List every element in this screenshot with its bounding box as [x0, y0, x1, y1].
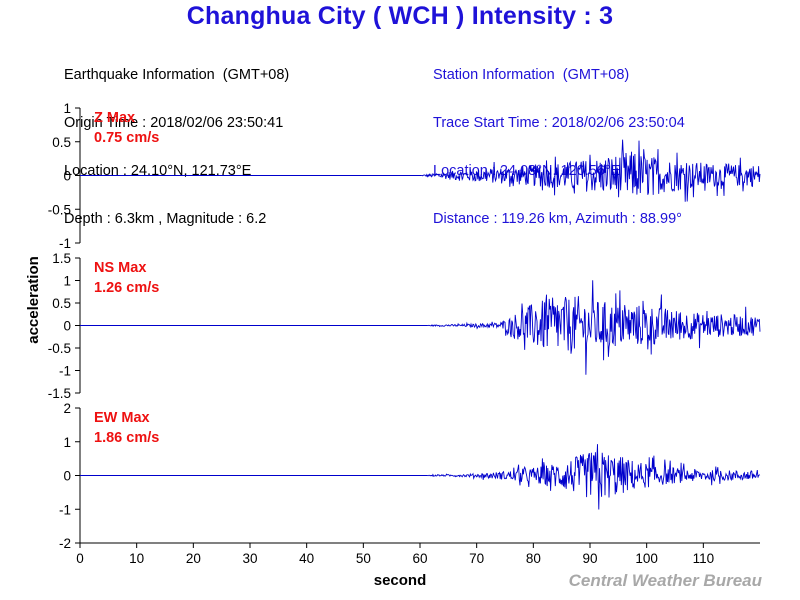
max-value-ns: 1.26 cm/s [94, 280, 159, 296]
distance-azimuth: Distance : 119.26 km, Azimuth : 88.99° [433, 211, 682, 227]
y-tick-label: -1 [59, 364, 71, 379]
y-tick-label: -0.5 [48, 341, 71, 356]
y-tick-label: 0 [63, 169, 71, 184]
y-tick-label: 1.5 [52, 251, 71, 266]
y-tick-label: 2 [63, 401, 71, 416]
y-tick-label: 1 [63, 435, 71, 450]
y-tick-label: 0.5 [52, 135, 71, 150]
x-axis-title: second [374, 572, 427, 589]
origin-time: Origin Time : 2018/02/06 23:50:41 [64, 115, 284, 131]
waveform-ns [80, 280, 761, 375]
y-tick-label: -2 [59, 536, 71, 551]
y-tick-label: -1.5 [48, 386, 71, 401]
x-tick-label: 100 [635, 551, 658, 566]
x-tick-label: 30 [242, 551, 257, 566]
y-tick-label: 0.5 [52, 296, 71, 311]
x-tick-label: 80 [526, 551, 541, 566]
y-tick-label: 0 [63, 469, 71, 484]
x-tick-label: 60 [412, 551, 427, 566]
agency-credit: Central Weather Bureau [568, 571, 762, 590]
x-tick-label: 0 [76, 551, 84, 566]
y-tick-label: 0 [63, 319, 71, 334]
x-tick-label: 70 [469, 551, 484, 566]
station-info-heading: Station Information (GMT+08) [433, 67, 630, 83]
depth-magnitude: Depth : 6.3km , Magnitude : 6.2 [64, 211, 267, 227]
max-value-ew: 1.86 cm/s [94, 430, 159, 446]
station-info: Station Information (GMT+08) Trace Start… [433, 35, 685, 243]
max-label-ns: NS Max [94, 260, 146, 276]
y-tick-label: -1 [59, 236, 71, 251]
earthquake-info: Earthquake Information (GMT+08) Origin T… [64, 35, 289, 243]
x-tick-label: 90 [582, 551, 597, 566]
y-tick-label: 1 [63, 101, 71, 116]
x-tick-label: 40 [299, 551, 314, 566]
max-label-ew: EW Max [94, 410, 150, 426]
y-tick-label: -1 [59, 502, 71, 517]
waveform-z [80, 139, 761, 202]
earthquake-info-heading: Earthquake Information (GMT+08) [64, 67, 290, 83]
x-tick-label: 10 [129, 551, 144, 566]
chart-title: Changhua City ( WCH ) Intensity : 3 [186, 2, 614, 30]
y-axis-title: acceleration [25, 256, 42, 344]
trace-start-time: Trace Start Time : 2018/02/06 23:50:04 [433, 115, 685, 131]
x-tick-label: 110 [693, 551, 715, 566]
x-tick-label: 20 [186, 551, 201, 566]
x-tick-label: 50 [356, 551, 371, 566]
waveform-ew [80, 444, 761, 510]
y-tick-label: 1 [63, 274, 71, 289]
max-label-z: Z Max [94, 110, 135, 126]
y-tick-label: -0.5 [48, 202, 71, 217]
max-value-z: 0.75 cm/s [94, 130, 159, 146]
